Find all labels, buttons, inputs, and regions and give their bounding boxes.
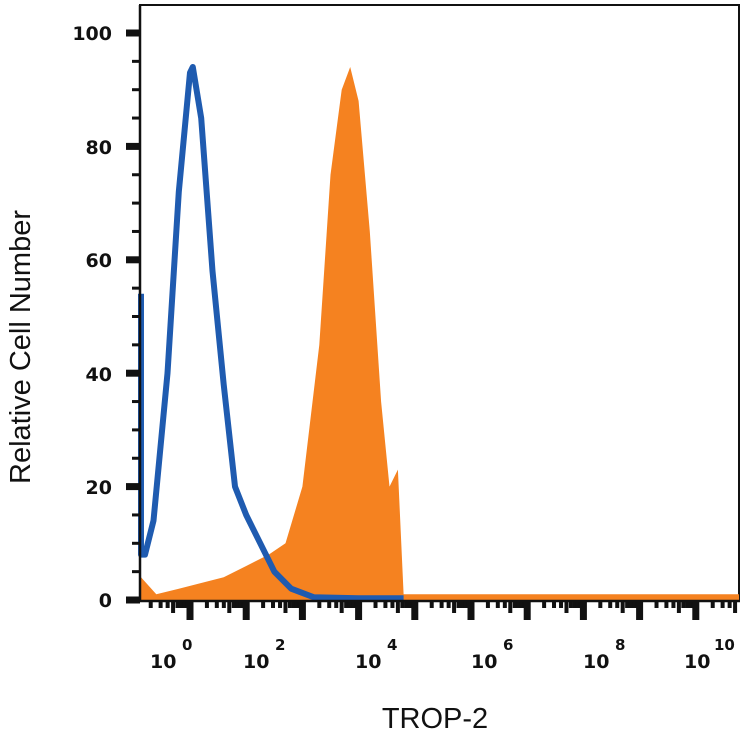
x-tick-label-1e8: 10 8 — [583, 636, 625, 673]
svg-text:10: 10 — [355, 651, 381, 673]
y-tick-labels: 0 20 40 60 80 100 — [72, 23, 112, 612]
x-tick-label-1e2: 10 2 — [243, 636, 285, 673]
series-layer — [138, 64, 739, 602]
svg-text:10: 10 — [714, 636, 735, 654]
svg-text:0: 0 — [182, 636, 192, 654]
x-tick-label-1e10: 10 10 — [684, 636, 735, 673]
x-axis-title: TROP-2 — [382, 703, 488, 735]
svg-text:10: 10 — [684, 651, 710, 673]
svg-text:6: 6 — [503, 636, 513, 654]
x-axis-ticks — [148, 602, 738, 620]
svg-text:10: 10 — [583, 651, 609, 673]
y-axis-title: Relative Cell Number — [5, 210, 37, 484]
y-tick-label-100: 100 — [72, 23, 112, 45]
y-tick-label-80: 80 — [86, 137, 112, 159]
svg-text:10: 10 — [243, 651, 269, 673]
x-tick-label-1e4: 10 4 — [355, 636, 397, 673]
svg-text:2: 2 — [275, 636, 285, 654]
x-tick-label-1e0: 10 0 — [150, 636, 192, 673]
y-tick-label-40: 40 — [86, 364, 112, 386]
svg-text:10: 10 — [150, 651, 176, 673]
y-tick-label-0: 0 — [99, 590, 112, 612]
y-axis-ticks — [126, 29, 140, 604]
svg-text:10: 10 — [471, 651, 497, 673]
x-tick-labels: 10 0 10 2 10 4 10 6 10 8 10 10 — [150, 636, 735, 673]
svg-text:8: 8 — [615, 636, 625, 654]
y-tick-label-20: 20 — [86, 477, 112, 499]
isotype-control-histogram — [138, 64, 404, 602]
svg-text:4: 4 — [387, 636, 397, 654]
y-tick-label-60: 60 — [86, 250, 112, 272]
plot-frame — [139, 4, 740, 602]
x-tick-label-1e6: 10 6 — [471, 636, 513, 673]
